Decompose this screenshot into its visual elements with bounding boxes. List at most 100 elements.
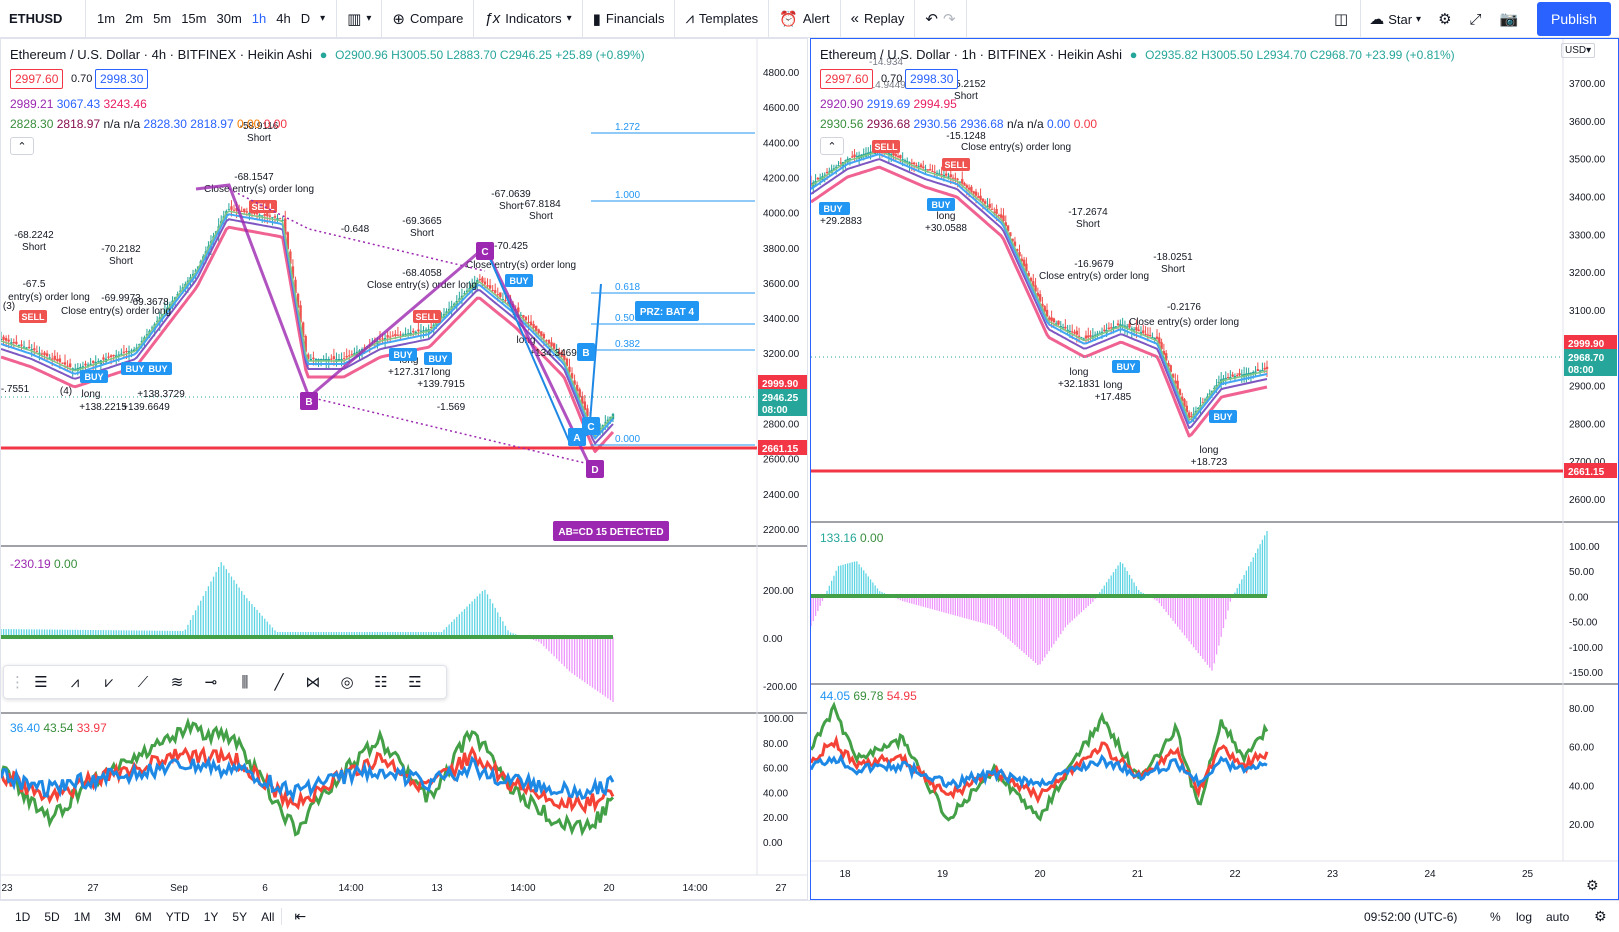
interval-15m[interactable]: 15m [181, 11, 207, 26]
chart-annotation: -68.4058 [402, 268, 442, 279]
chart-annotation: +29.2883 [820, 216, 862, 227]
interval-30m[interactable]: 30m [216, 11, 242, 26]
templates-button[interactable]: ⩘ Templates [675, 0, 770, 38]
redo-icon[interactable]: ↷ [942, 10, 956, 28]
percent-toggle[interactable]: % [1490, 909, 1501, 924]
compare-button[interactable]: ⊕ Compare [382, 0, 475, 38]
right-symbol-title[interactable]: Ethereum / U.S. Dollar · 1h · BITFINEX ·… [820, 47, 1122, 62]
chart-annotation: -15.2152 [946, 79, 986, 90]
clock-time[interactable]: 09:52:00 (UTC-6) [1364, 909, 1458, 924]
range-YTD[interactable]: YTD [165, 909, 190, 924]
left-buy-price[interactable]: 2998.30 [95, 69, 149, 89]
publish-button[interactable]: Publish [1537, 2, 1611, 36]
range-5D[interactable]: 5D [44, 909, 60, 924]
financials-button[interactable]: ▮ Financials [583, 0, 676, 38]
right-chart-pane[interactable]: 3700.00 3600.00 3500.00 3400.00 3300.00 3200.… [810, 38, 1619, 900]
left-chart-pane[interactable]: 4800.00 4600.00 4400.00 4200.00 4000.00 3800.… [0, 38, 808, 900]
drag-handle-icon[interactable]: ⋮ [10, 674, 25, 691]
fib-retracement-icon[interactable]: ☰ [34, 674, 48, 691]
layout-icon[interactable]: ◫ [1334, 11, 1349, 28]
interval-2m[interactable]: 2m [125, 11, 144, 26]
indicators-button[interactable]: ƒx Indicators ▾ [474, 0, 583, 38]
collapse-legend-button[interactable]: ⌃ [820, 137, 844, 155]
symbol-search[interactable]: ETHUSD [0, 0, 86, 38]
candle-body [1258, 370, 1262, 372]
gear-icon[interactable]: ⚙ [1438, 11, 1452, 28]
financials-label: Financials [605, 11, 665, 26]
candle-body [924, 169, 927, 171]
right-buy-price[interactable]: 2998.30 [905, 69, 959, 89]
pattern-icon[interactable]: ⋈ [305, 674, 321, 691]
candle-body [97, 361, 100, 363]
left-symbol-title[interactable]: Ethereum / U.S. Dollar · 4h · BITFINEX ·… [10, 47, 312, 62]
candle-body [20, 344, 23, 346]
fullscreen-icon[interactable]: ⤢ [1469, 10, 1482, 28]
settings-icon[interactable]: ⚙ [1594, 908, 1607, 924]
candle-body [1018, 251, 1021, 257]
collapse-legend-button[interactable]: ⌃ [10, 137, 34, 155]
candle-body [1249, 372, 1253, 375]
chart-style-button[interactable]: ▥ ▾ [337, 0, 383, 38]
gear-icon[interactable]: ⚙ [1586, 877, 1599, 893]
replay-button[interactable]: « Replay [841, 0, 916, 38]
range-All[interactable]: All [261, 909, 275, 924]
range-1D[interactable]: 1D [15, 909, 31, 924]
plus-circle-icon: ⊕ [392, 10, 405, 28]
chart-annotation: Short [247, 133, 271, 144]
trend-line-icon[interactable]: ⟋ [137, 673, 149, 691]
measure-icon[interactable]: ⫼ [241, 673, 249, 691]
camera-icon[interactable]: 📷 [1499, 11, 1519, 28]
candle-body [545, 340, 548, 342]
right-sell-price[interactable]: 2997.60 [820, 69, 874, 89]
price-tick-label: 2700.00 [1569, 457, 1606, 468]
range-1M[interactable]: 1M [73, 909, 91, 924]
date-range-picker-icon[interactable]: ⇤ [281, 908, 318, 925]
interval-5m[interactable]: 5m [153, 11, 172, 26]
candle-body [853, 154, 856, 157]
line-icon[interactable]: ╱ [274, 674, 284, 691]
candle-body [570, 373, 574, 379]
candle-body [15, 341, 18, 345]
interval-D[interactable]: D [300, 11, 311, 26]
range-5Y[interactable]: 5Y [232, 909, 248, 924]
undo-icon[interactable]: ↶ [925, 10, 938, 28]
channel-icon[interactable]: ☷ [374, 674, 388, 691]
auto-toggle[interactable]: auto [1546, 909, 1570, 924]
candle-body [581, 395, 584, 404]
candle-body [330, 358, 333, 360]
candle-body [529, 321, 533, 326]
chart-annotation: -16.9679 [1074, 259, 1114, 270]
spiral-icon[interactable]: ◎ [340, 674, 354, 691]
chart-annotation: +18.723 [1191, 457, 1228, 468]
price-tag [758, 389, 807, 404]
alert-button[interactable]: ⏰ Alert [769, 0, 841, 38]
log-toggle[interactable]: log [1516, 909, 1533, 924]
interval-4h[interactable]: 4h [276, 11, 291, 26]
horizontal-ray-icon[interactable]: ⊸ [204, 674, 218, 691]
price-tick-label: -150.00 [1569, 668, 1603, 679]
chevron-down-icon[interactable]: ▾ [320, 13, 326, 24]
range-6M[interactable]: 6M [135, 909, 152, 924]
left-sell-price[interactable]: 2997.60 [10, 69, 64, 89]
right-chart-canvas[interactable]: 3700.00 3600.00 3500.00 3400.00 3300.00 3200.… [811, 39, 1618, 899]
candle-body [389, 336, 392, 338]
fib-fan-icon[interactable]: ≋ [170, 674, 184, 691]
watchlist-star-button[interactable]: ☁ Star ▾ [1360, 0, 1429, 38]
range-3M[interactable]: 3M [104, 909, 122, 924]
chart-annotation: Close entry(s) order long [367, 280, 477, 291]
candle-body [281, 219, 284, 221]
abc-pattern-icon[interactable]: ⩗ [104, 673, 114, 691]
candle-body [1041, 303, 1044, 307]
candle-body [1254, 371, 1257, 373]
wave-icon[interactable]: ⩘ [70, 673, 80, 691]
interval-1m[interactable]: 1m [97, 11, 116, 26]
currency-selector[interactable]: USD▾ [1561, 43, 1596, 58]
candle-body [1146, 334, 1150, 336]
left-chart-canvas[interactable]: 4800.00 4600.00 4400.00 4200.00 4000.00 3800.… [1, 39, 808, 900]
interval-1h[interactable]: 1h [251, 11, 267, 26]
parallel-channel-icon[interactable]: ☲ [408, 674, 422, 691]
candle-body [194, 270, 197, 272]
candle-body [928, 169, 932, 171]
range-1Y[interactable]: 1Y [203, 909, 219, 924]
price-tag [758, 440, 807, 455]
